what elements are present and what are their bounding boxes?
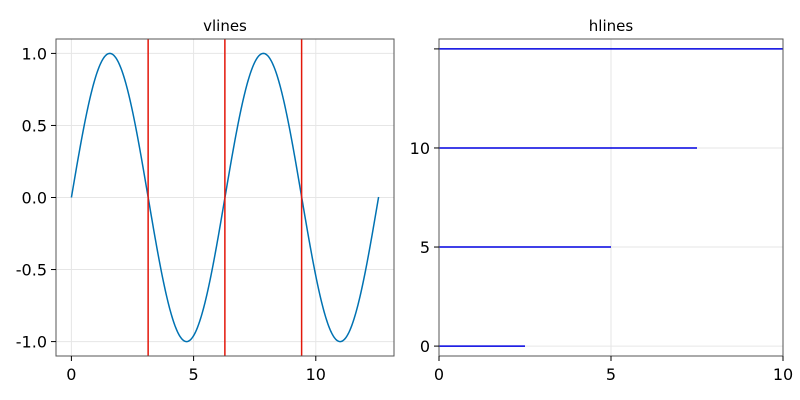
hlines-y-tick-label: 5 (420, 238, 430, 257)
hlines-panel: hlines 0 5 10 0 5 10 (410, 17, 794, 384)
vlines-y-tick-label: -1.0 (16, 333, 47, 352)
hlines-ticks: 0 5 10 0 5 10 (410, 48, 793, 384)
vlines-y-tick-label: 1.0 (22, 44, 47, 63)
vlines-marks (70, 39, 380, 356)
vlines-y-tick-label: 0.0 (22, 189, 47, 208)
hlines-x-tick-label: 5 (606, 365, 616, 384)
vlines-y-tick-label: -0.5 (16, 261, 47, 280)
vlines-y-tick-label: 0.5 (22, 116, 47, 135)
vlines-panel: vlines 0 5 10 1.0 0.5 0.0 -0.5 -1.0 (16, 17, 395, 384)
vlines-title: vlines (203, 17, 247, 35)
vlines-x-tick-label: 10 (306, 365, 326, 384)
hlines-y-tick-label: 10 (410, 139, 430, 158)
vlines-ticks: 0 5 10 1.0 0.5 0.0 -0.5 -1.0 (16, 44, 326, 384)
hlines-title: hlines (589, 17, 634, 35)
hlines-marks (439, 48, 783, 347)
hlines-x-tick-label: 0 (434, 365, 444, 384)
hlines-y-tick-label: 0 (420, 337, 430, 356)
hlines-x-tick-label: 10 (773, 365, 793, 384)
vlines-x-tick-label: 5 (189, 365, 199, 384)
hlines-grid (438, 39, 784, 356)
vlines-x-tick-label: 0 (66, 365, 76, 384)
